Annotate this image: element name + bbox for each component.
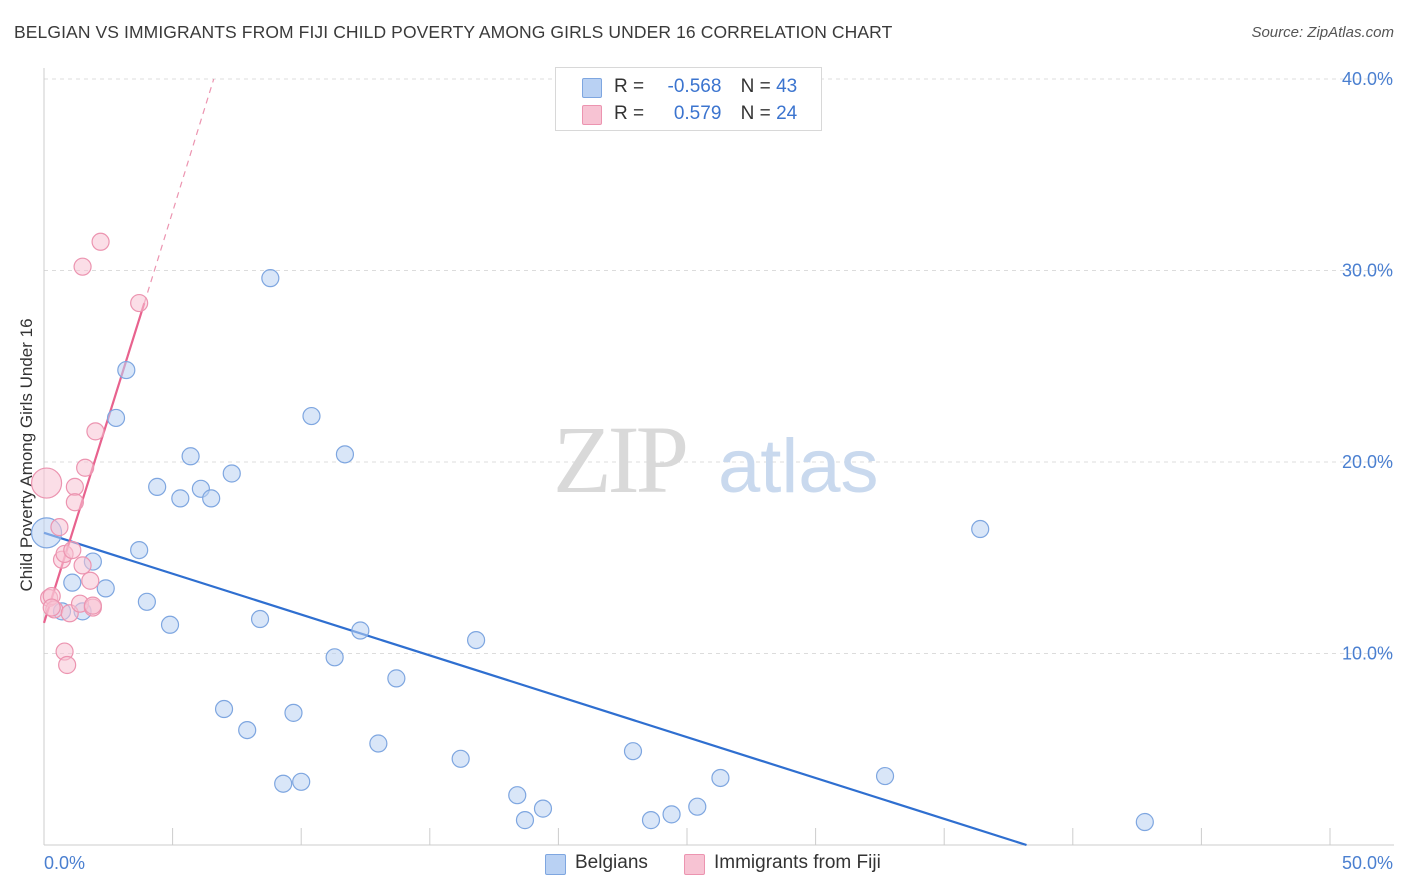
source-label: Source: ZipAtlas.com [1251,24,1394,41]
y-tick-labels: 10.0% 20.0% 30.0% 40.0% [1342,69,1393,664]
chart-title: BELGIAN VS IMMIGRANTS FROM FIJI CHILD PO… [14,22,893,42]
legend-swatch-fiji [582,105,602,125]
y-axis-label: Child Poverty Among Girls Under 16 [17,318,36,591]
belgian-point [250,609,270,629]
belgian-point [623,742,643,761]
y-tick-label: 40.0% [1342,69,1393,89]
belgian-point [214,699,234,719]
fiji-point [73,257,92,276]
y-tick-label: 20.0% [1342,452,1393,472]
fiji-point [50,518,69,537]
belgian-point [238,720,257,740]
legend-r-value-belgians: -0.568 [667,76,722,97]
belgian-point [292,772,311,791]
legend-r-value-fiji: 0.579 [668,103,722,124]
fiji-points [30,232,149,675]
legend-r-label: R = [614,103,645,124]
belgian-point [222,464,241,483]
fiji-point [58,655,77,675]
belgian-point [160,615,180,634]
belgian-point [451,749,470,768]
belgian-point [971,519,990,539]
x-tick-label-max: 50.0% [1342,853,1393,873]
belgian-point [284,703,303,722]
x-tick-label-min: 0.0% [44,853,85,873]
belgian-point [466,630,486,650]
trend-line-fiji-extension [143,78,215,304]
belgian-point [335,445,355,464]
fiji-point [81,571,100,590]
fiji-point [63,540,82,560]
belgian-point [688,797,707,816]
bottom-legend-swatch-belgians [545,854,566,875]
watermark: ZIP atlas [553,406,879,513]
legend-swatch-belgians [582,78,602,98]
fiji-point [73,556,92,575]
legend-n-value-fiji: 24 [776,103,798,124]
bottom-legend-swatch-fiji [684,854,705,875]
fiji-point [86,422,105,441]
y-tick-label: 30.0% [1342,261,1393,281]
belgian-points [30,269,1154,832]
bottom-legend-label-fiji: Immigrants from Fiji [714,852,881,873]
grid-lines [44,78,1394,654]
belgian-point [302,406,321,426]
fiji-point [91,232,110,251]
belgian-point [875,766,895,786]
belgian-point [508,786,527,805]
belgian-point [533,799,553,818]
belgian-point [96,579,115,598]
bottom-legend-label-belgians: Belgians [575,852,648,873]
belgian-point [387,669,406,688]
fiji-point [30,467,63,499]
fiji-point [76,458,95,477]
belgian-point [63,573,82,592]
belgian-point [130,540,149,560]
correlation-legend: R = -0.568 N = 43 R = 0.579 N = 24 [555,67,822,131]
belgian-point [711,768,730,788]
belgian-point [351,621,370,640]
legend-n-value-belgians: 43 [776,76,798,97]
fiji-point [42,598,61,617]
watermark-atlas: atlas [718,424,879,509]
belgian-point [171,489,190,508]
watermark-zip: ZIP [553,406,686,513]
belgian-point [274,774,293,793]
belgian-point [325,648,344,667]
belgian-point [117,360,136,380]
legend-n-label: N = [740,103,771,124]
belgian-point [515,811,535,830]
y-tick-label: 10.0% [1342,644,1393,664]
belgian-point [261,269,280,288]
x-tick-labels: 0.0% 50.0% [44,853,1393,873]
trend-lines [42,78,1027,847]
trend-line-fiji [42,302,146,624]
fiji-point [65,493,84,512]
fiji-point [83,596,102,615]
legend-n-label: N = [740,76,771,97]
belgian-point [1135,812,1154,832]
trend-line-belgians [43,531,1027,847]
legend-r-label: R = [614,76,645,97]
belgian-point [181,447,200,466]
belgian-point [137,592,156,611]
belgian-point [369,734,388,753]
fiji-point [130,293,149,313]
belgian-point [148,477,167,496]
belgian-point [202,489,221,508]
belgian-point [662,805,681,824]
axes [43,68,1394,846]
fiji-point [65,477,84,496]
belgian-point [641,811,661,830]
belgian-point [106,408,126,428]
